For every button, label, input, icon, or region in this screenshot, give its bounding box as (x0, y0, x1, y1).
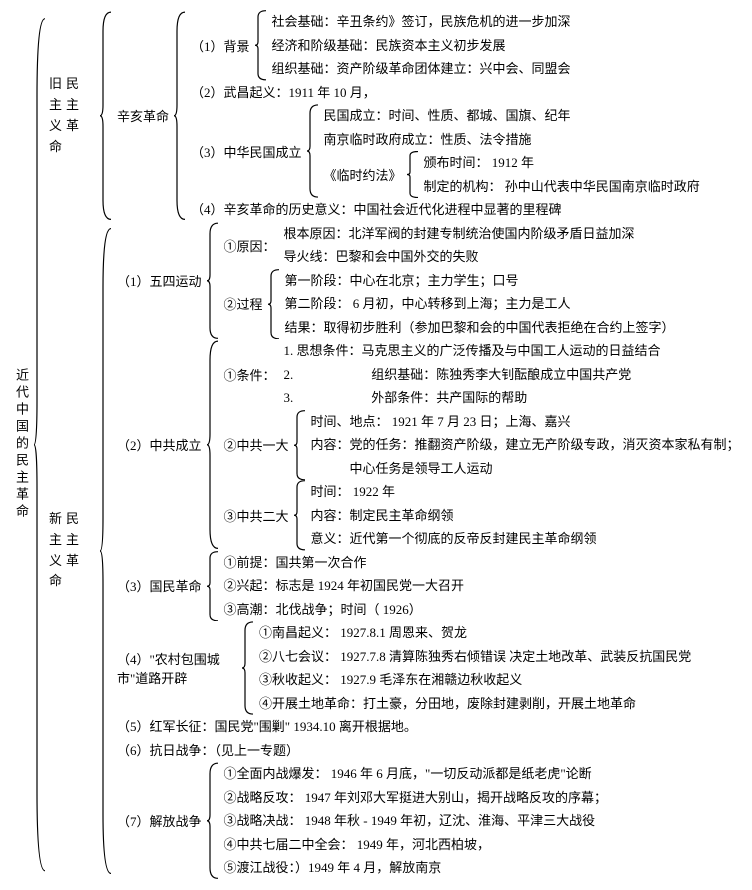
leaf: 第一阶段：中心在北京；主力学生；口号 (281, 269, 742, 293)
jfzz-label: （7）解放战争 (113, 762, 206, 880)
sec1-label: 旧民主主义革命 (47, 10, 99, 222)
erda-label: ③中共二大 (220, 480, 293, 551)
leaf: 内容：制定民主革命纲领 (307, 504, 742, 528)
leaf: （6）抗日战争：（见上一专题） (113, 739, 742, 763)
leaf: 意义：近代第一个彻底的反帝反封建民主革命纲领 (307, 527, 742, 551)
leaf: ③高潮：北伐战争；时间（ 1926） (220, 598, 742, 622)
sec2: 新民主主义革命 （1）五四运动 ①原因： 根本原因：北洋军阀的封建专制统治使国内… (47, 222, 742, 880)
ccp-label: （2）中共成立 (113, 339, 206, 551)
wusi-label: （1）五四运动 (113, 222, 206, 340)
root-children: 旧民主主义革命 辛亥革命 （1）背景 社会基础：辛丑条约》签订，民族危机的进一步… (47, 10, 742, 880)
leaf: 根本原因：北洋军阀的封建专制统治使国内阶级矛盾日益加深 (280, 222, 742, 246)
leaf: 3. 外部条件：共产国际的帮助 (280, 386, 742, 410)
ncbw-label: （4）"农村包围城市"道路开辟 (113, 621, 241, 715)
leaf: ③战略决战： 1948 年秋 - 1949 年初，辽沈、淮海、平津三大战役 (220, 809, 742, 833)
leaf: 组织基础：资产阶级革命团体建立：兴中会、同盟会 (268, 57, 742, 81)
root-label: 近代中国的民主革命 (10, 10, 33, 880)
sec1-n1-label: （1）背景 (187, 10, 254, 81)
leaf: 第二阶段： 6 月初，中心转移到上海；主力是工人 (281, 292, 742, 316)
leaf: 时间、地点： 1921 年 7 月 23 日；上海、嘉兴 (307, 410, 742, 434)
leaf: 社会基础：辛丑条约》签订，民族危机的进一步加深 (268, 10, 742, 34)
sec1-brace (99, 10, 113, 222)
leaf: ③秋收起义： 1927.9 毛泽东在湘赣边秋收起义 (255, 668, 742, 692)
leaf: ②战略反攻： 1947 年刘邓大军挺进大别山，揭开战略反攻的序幕； (220, 786, 742, 810)
cause-label: ①原因： (220, 222, 280, 269)
leaf: 导火线：巴黎和会中国外交的失败 (280, 245, 742, 269)
leaf: 1. 思想条件：马克思主义的广泛传播及与中国工人运动的日益结合 (280, 339, 742, 363)
yida-label: ②中共一大 (220, 410, 293, 481)
leaf: （5）红军长征：国民党"围剿" 1934.10 离开根据地。 (113, 715, 742, 739)
leaf: 结果：取得初步胜利（参加巴黎和会的中国代表拒绝在合约上签字） (281, 316, 742, 340)
leaf: ④开展土地革命：打土豪，分田地，废除封建剥削，开展土地革命 (255, 692, 742, 716)
cond-label: ①条件： (220, 339, 280, 410)
sec2-label: 新民主主义革命 (47, 222, 99, 880)
leaf: 民国成立：时间、性质、都城、国旗、纪年 (320, 104, 742, 128)
leaf: ⑤渡江战役：）1949 年 4 月，解放南京 (220, 856, 742, 880)
xinhai-label: 辛亥革命 (113, 10, 173, 222)
xinhai-brace (173, 10, 187, 222)
leaf: ①前提：国共第一次合作 (220, 551, 742, 575)
gmgm-label: （3）国民革命 (113, 551, 206, 622)
leaf: ②八七会议： 1927.7.8 清算陈独秀右倾错误 决定土地改革、武装反抗国民党 (255, 645, 742, 669)
sec2-brace (99, 222, 113, 880)
leaf: （2）武昌起义：1911 年 10 月， (187, 81, 742, 105)
leaf: 内容：党的任务：推翻资产阶级，建立无产阶级专政，消灭资本家私有制； (307, 433, 742, 457)
root-tree: 近代中国的民主革命 旧民主主义革命 辛亥革命 （1）背景 社会基础：辛丑条约》签… (10, 10, 742, 880)
leaf: 制定的机构： 孙中山代表中华民国南京临时政府 (420, 175, 742, 199)
root-brace (33, 10, 47, 880)
linshi-label: 《临时约法》 (320, 151, 406, 198)
leaf: ①南昌起义： 1927.8.1 周恩来、贺龙 (255, 621, 742, 645)
leaf: （4）辛亥革命的历史意义：中国社会近代化进程中显著的里程碑 (187, 198, 742, 222)
sec1: 旧民主主义革命 辛亥革命 （1）背景 社会基础：辛丑条约》签订，民族危机的进一步… (47, 10, 742, 222)
leaf: 2. 组织基础：陈独秀李大钊酝酿成立中国共产党 (280, 363, 742, 387)
leaf: 中心任务是领导工人运动 (307, 457, 742, 481)
leaf: 颁布时间： 1912 年 (420, 151, 742, 175)
leaf: 时间： 1922 年 (307, 480, 742, 504)
sec1-n3-label: （3）中华民国成立 (187, 104, 306, 198)
leaf: ④中共七届二中全会： 1949 年，河北西柏坡， (220, 833, 742, 857)
proc-label: ②过程 (220, 269, 267, 340)
leaf: ②兴起：标志是 1924 年初国民党一大召开 (220, 574, 742, 598)
leaf: 经济和阶级基础：民族资本主义初步发展 (268, 34, 742, 58)
leaf: ①全面内战爆发： 1946 年 6 月底，"一切反动派都是纸老虎"论断 (220, 762, 742, 786)
leaf: 南京临时政府成立：性质、法令措施 (320, 128, 742, 152)
